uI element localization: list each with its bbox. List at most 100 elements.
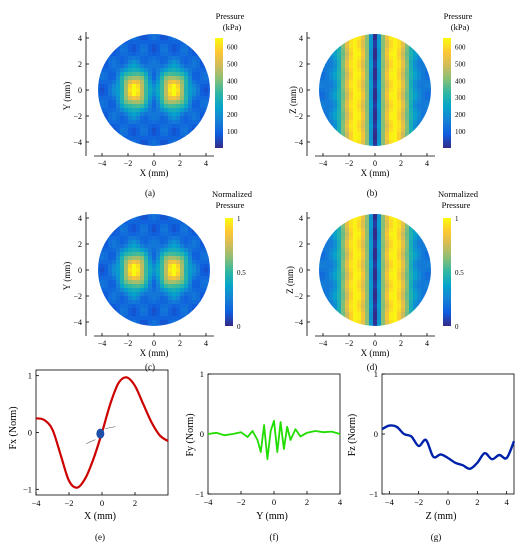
heatmap-cell-c bbox=[156, 264, 161, 269]
heatmap-cell-d bbox=[405, 304, 410, 309]
heatmap-cell-c bbox=[100, 280, 105, 285]
heatmap-cell-d bbox=[333, 224, 338, 229]
heatmap-cell-a bbox=[160, 140, 165, 145]
heatmap-cell-c bbox=[132, 292, 137, 297]
heatmap-cell-a bbox=[196, 60, 201, 65]
heatmap-cell-b bbox=[345, 52, 350, 57]
heatmap-cell-c bbox=[192, 220, 197, 225]
heatmap-cell-b bbox=[361, 80, 366, 85]
heatmap-cell-a bbox=[156, 140, 161, 145]
heatmap-cell-a bbox=[116, 64, 121, 69]
heatmap-cell-b bbox=[319, 120, 322, 125]
heatmap-cell-a bbox=[184, 52, 189, 57]
heatmap-cell-a bbox=[208, 64, 210, 69]
heatmap-cell-c bbox=[160, 304, 165, 309]
heatmap-cell-c bbox=[184, 260, 189, 265]
heatmap-cell-a bbox=[176, 136, 181, 141]
heatmap-cell-a bbox=[188, 40, 193, 45]
heatmap-cell-d bbox=[389, 280, 394, 285]
heatmap-cell-a bbox=[184, 140, 189, 145]
heatmap-cell-b bbox=[429, 88, 431, 93]
heatmap-cell-c bbox=[132, 296, 137, 301]
heatmap-b bbox=[319, 34, 431, 146]
heatmap-cell-d bbox=[325, 268, 330, 273]
heatmap-cell-a bbox=[108, 52, 113, 57]
heatmap-cell-c bbox=[200, 236, 205, 241]
heatmap-cell-b bbox=[337, 120, 342, 125]
heatmap-cell-d bbox=[429, 296, 431, 301]
heatmap-cell-a bbox=[156, 128, 161, 133]
heatmap-cell-b bbox=[369, 76, 374, 81]
heatmap-cell-a bbox=[144, 92, 149, 97]
heatmap-cell-a bbox=[98, 76, 101, 81]
heatmap-cell-c bbox=[208, 260, 210, 265]
heatmap-cell-c bbox=[208, 252, 210, 257]
heatmap-cell-d bbox=[429, 260, 431, 265]
heatmap-cell-c bbox=[104, 308, 109, 313]
heatmap-cell-a bbox=[100, 34, 105, 37]
heatmap-cell-d bbox=[357, 252, 362, 257]
heatmap-cell-a bbox=[204, 112, 209, 117]
heatmap-cell-c bbox=[196, 224, 201, 229]
heatmap-cell-b bbox=[349, 72, 354, 77]
heatmap-cell-a bbox=[132, 80, 137, 85]
heatmap-cell-b bbox=[425, 88, 430, 93]
heatmap-cell-b bbox=[385, 100, 390, 105]
heatmap-cell-d bbox=[413, 304, 418, 309]
heatmap-cell-c bbox=[136, 280, 141, 285]
heatmap-cell-a bbox=[136, 132, 141, 137]
heatmap-cell-d bbox=[381, 284, 386, 289]
heatmap-cell-c bbox=[176, 296, 181, 301]
heatmap-cell-d bbox=[325, 256, 330, 261]
heatmap-cell-d bbox=[429, 300, 431, 305]
heatmap-cell-b bbox=[325, 112, 330, 117]
heatmap-cell-b bbox=[421, 112, 426, 117]
heatmap-cell-a bbox=[188, 124, 193, 129]
heatmap-cell-a bbox=[204, 108, 209, 113]
heatmap-cell-b bbox=[349, 48, 354, 53]
heatmap-cell-c bbox=[120, 280, 125, 285]
heatmap-cell-a bbox=[196, 92, 201, 97]
heatmap-cell-d bbox=[425, 320, 430, 325]
heatmap-cell-d bbox=[417, 284, 422, 289]
heatmap-cell-d bbox=[319, 296, 322, 301]
heatmap-cell-d bbox=[321, 312, 326, 317]
heatmap-cell-b bbox=[429, 104, 431, 109]
ylabel-f: Fy (Norm) bbox=[185, 413, 196, 456]
heatmap-cell-a bbox=[156, 80, 161, 85]
heatmap-cell-c bbox=[116, 316, 121, 321]
heatmap-cell-b bbox=[321, 48, 326, 53]
heatmap-cell-d bbox=[385, 240, 390, 245]
heatmap-cell-c bbox=[144, 312, 149, 317]
heatmap-cell-c bbox=[152, 272, 157, 277]
heatmap-cell-b bbox=[389, 40, 394, 45]
heatmap-cell-c bbox=[128, 236, 133, 241]
heatmap-cell-a bbox=[196, 136, 201, 141]
heatmap-cell-b bbox=[319, 76, 322, 81]
heatmap-cell-b bbox=[341, 112, 346, 117]
heatmap-cell-c bbox=[184, 220, 189, 225]
heatmap-cell-a bbox=[196, 88, 201, 93]
heatmap-cell-a bbox=[180, 132, 185, 137]
heatmap-cell-b bbox=[401, 96, 406, 101]
heatmap-cell-c bbox=[144, 268, 149, 273]
heatmap-cell-d bbox=[417, 214, 422, 217]
heatmap-cell-b bbox=[417, 76, 422, 81]
heatmap-cell-b bbox=[329, 76, 334, 81]
heatmap-cell-b bbox=[385, 80, 390, 85]
heatmap-cell-a bbox=[136, 96, 141, 101]
heatmap-cell-a bbox=[172, 112, 177, 117]
heatmap-cell-d bbox=[413, 236, 418, 241]
heatmap-cell-b bbox=[401, 112, 406, 117]
heatmap-cell-b bbox=[337, 100, 342, 105]
heatmap-cell-a bbox=[208, 92, 210, 97]
heatmap-cell-a bbox=[184, 100, 189, 105]
heatmap-cell-a bbox=[108, 76, 113, 81]
heatmap-cell-c bbox=[124, 272, 129, 277]
heatmap-cell-b bbox=[357, 60, 362, 65]
heatmap-cell-a bbox=[116, 40, 121, 45]
heatmap-cell-d bbox=[421, 264, 426, 269]
heatmap-cell-a bbox=[148, 60, 153, 65]
heatmap-cell-d bbox=[417, 240, 422, 245]
